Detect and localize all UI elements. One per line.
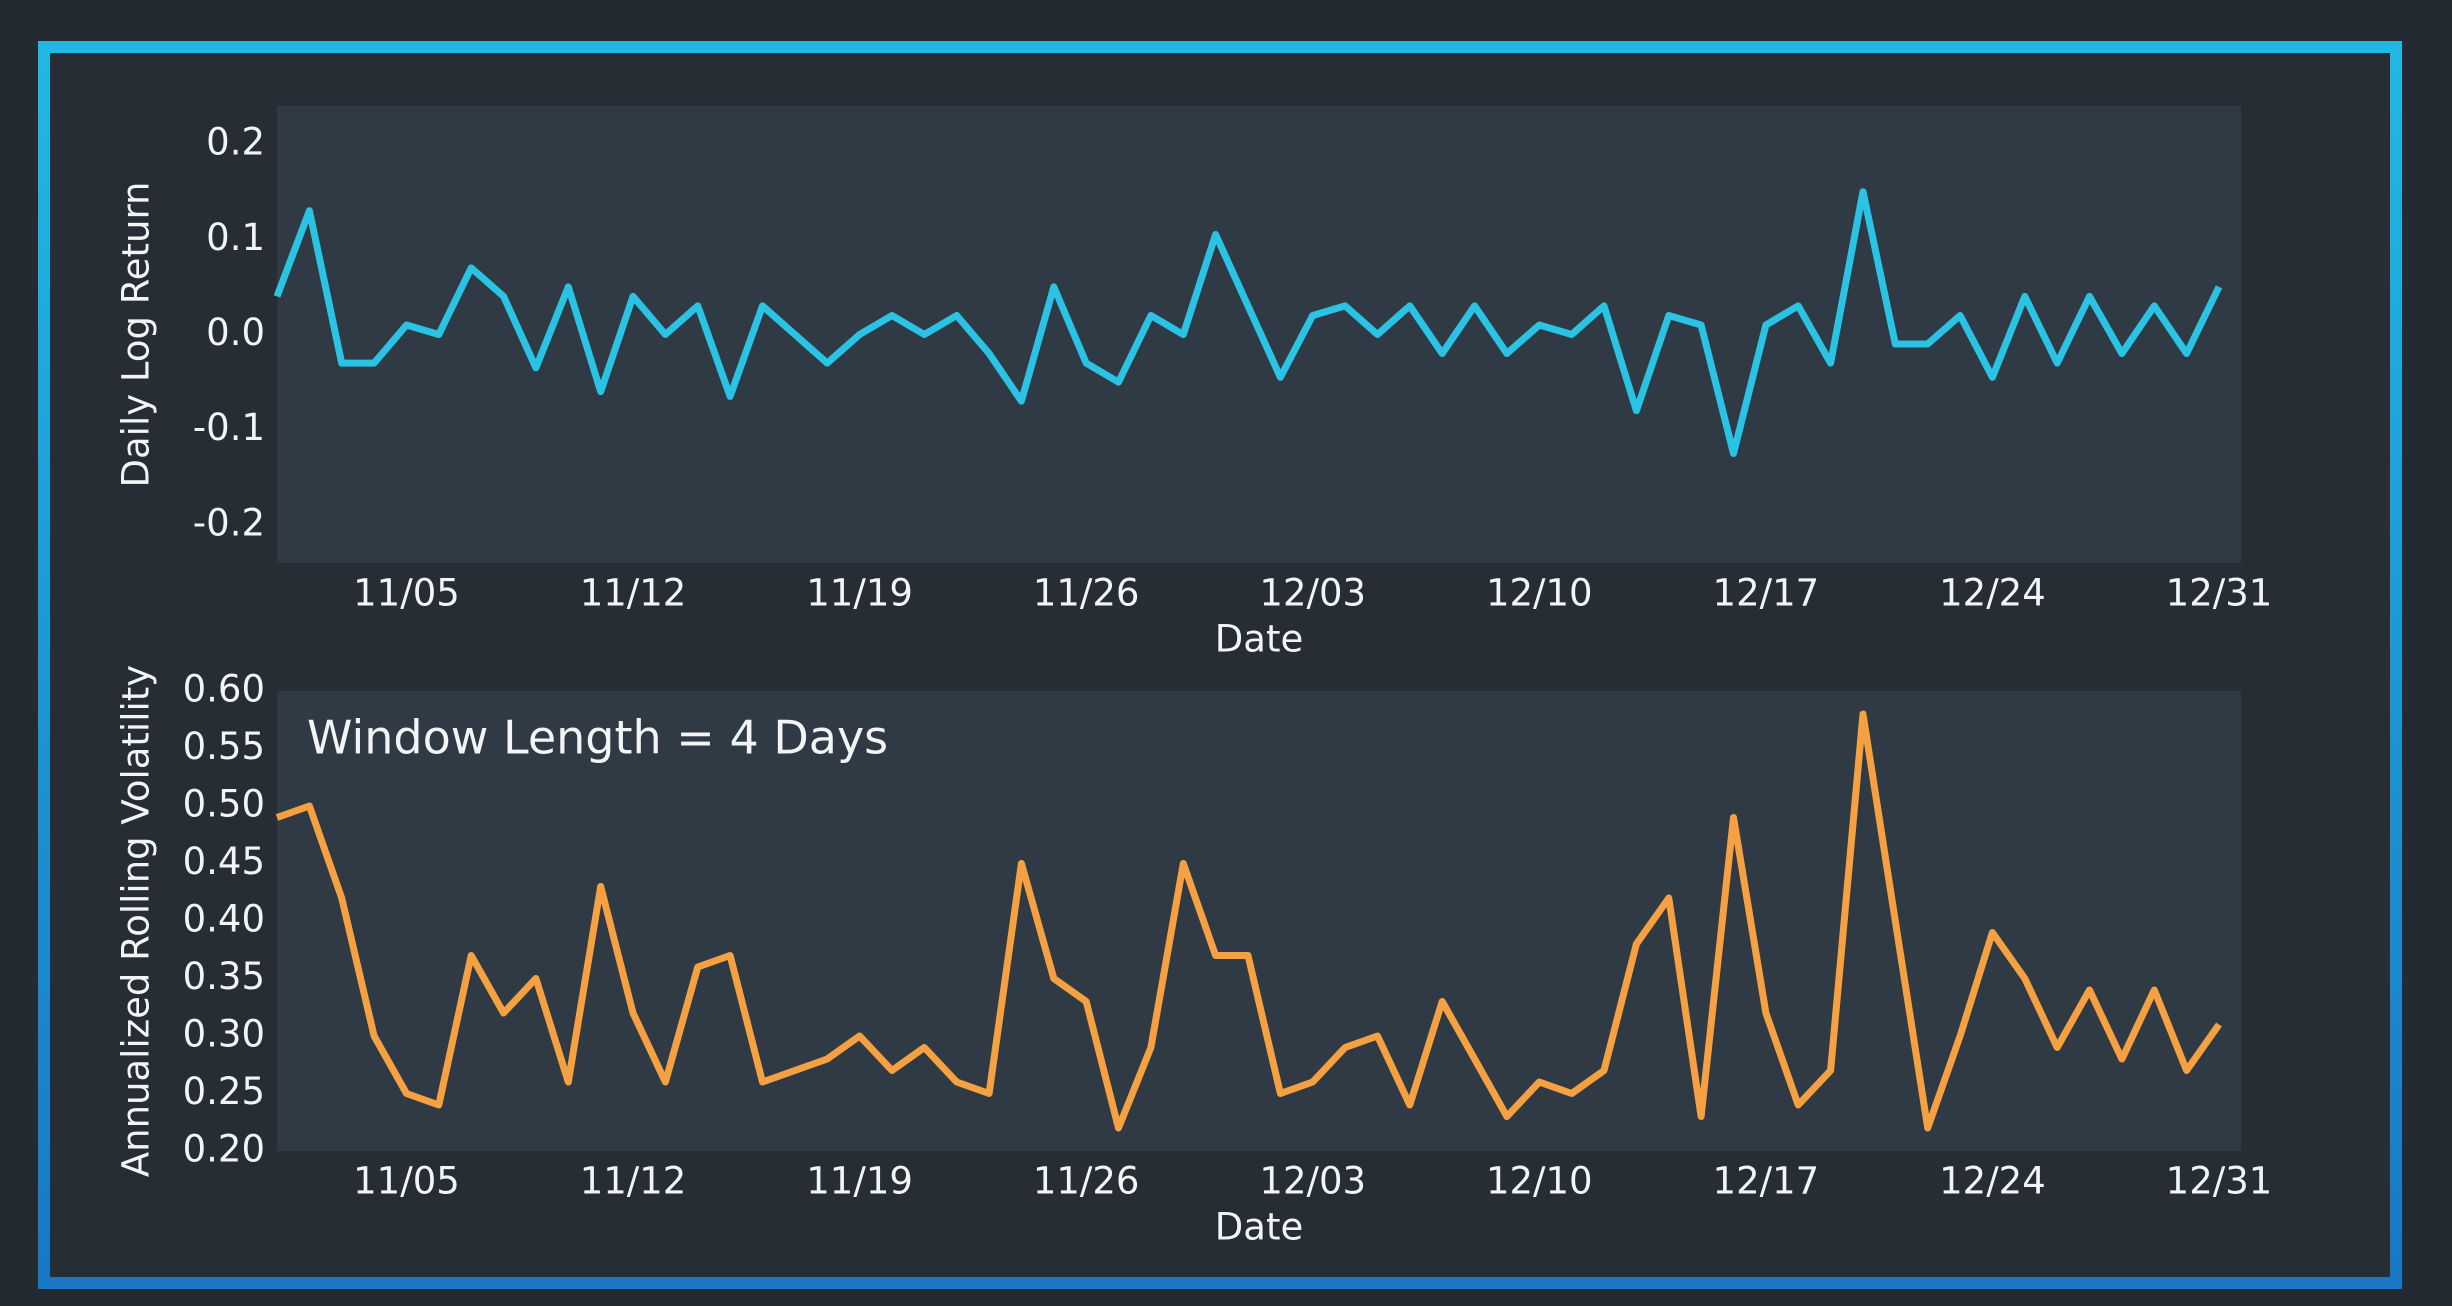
annotation: Window Length = 4 Days	[307, 711, 888, 765]
x-tick-label: 11/19	[806, 572, 913, 615]
x-tick-label: 12/10	[1486, 1160, 1593, 1203]
y-tick-label: 0.20	[183, 1128, 265, 1171]
y-tick-label: 0.55	[183, 725, 265, 768]
x-tick-label: 12/17	[1713, 572, 1820, 615]
x-tick-label: 12/03	[1259, 572, 1366, 615]
line-series	[273, 188, 2223, 457]
x-tick-label: 11/19	[806, 1160, 913, 1203]
line-series	[275, 710, 2222, 1132]
x-tick-label: 12/24	[1939, 572, 2046, 615]
y-tick-label: 0.25	[183, 1070, 265, 1113]
y-tick-label: 0.2	[206, 121, 265, 164]
x-tick-label: 12/31	[2166, 1160, 2273, 1203]
x-axis-label: Date	[1215, 1206, 1303, 1249]
x-tick-label: 12/24	[1939, 1160, 2046, 1203]
x-tick-label: 11/05	[353, 1160, 460, 1203]
y-tick-label: 0.0	[206, 311, 265, 354]
y-tick-label: 0.45	[183, 840, 265, 883]
x-tick-label: 11/05	[353, 572, 460, 615]
y-tick-label: -0.2	[193, 501, 265, 544]
x-tick-label: 12/03	[1259, 1160, 1366, 1203]
x-tick-label: 11/12	[580, 1160, 687, 1203]
x-tick-label: 11/12	[580, 572, 687, 615]
y-tick-label: 0.1	[206, 216, 265, 259]
y-tick-label: 0.40	[183, 898, 265, 941]
x-tick-label: 12/10	[1486, 572, 1593, 615]
x-tick-label: 12/17	[1713, 1160, 1820, 1203]
y-tick-label: 0.50	[183, 783, 265, 826]
x-tick-label: 12/31	[2166, 572, 2273, 615]
x-tick-label: 11/26	[1033, 572, 1140, 615]
y-tick-label: 0.60	[183, 668, 265, 711]
x-axis-label: Date	[1215, 618, 1303, 661]
y-tick-label: 0.35	[183, 955, 265, 998]
y-axis-label: Annualized Rolling Volatility	[115, 665, 158, 1177]
y-tick-label: 0.30	[183, 1013, 265, 1056]
y-axis-label: Daily Log Return	[115, 181, 158, 487]
plot-area	[277, 691, 2241, 1151]
x-tick-label: 11/26	[1033, 1160, 1140, 1203]
y-tick-label: -0.1	[193, 406, 265, 449]
